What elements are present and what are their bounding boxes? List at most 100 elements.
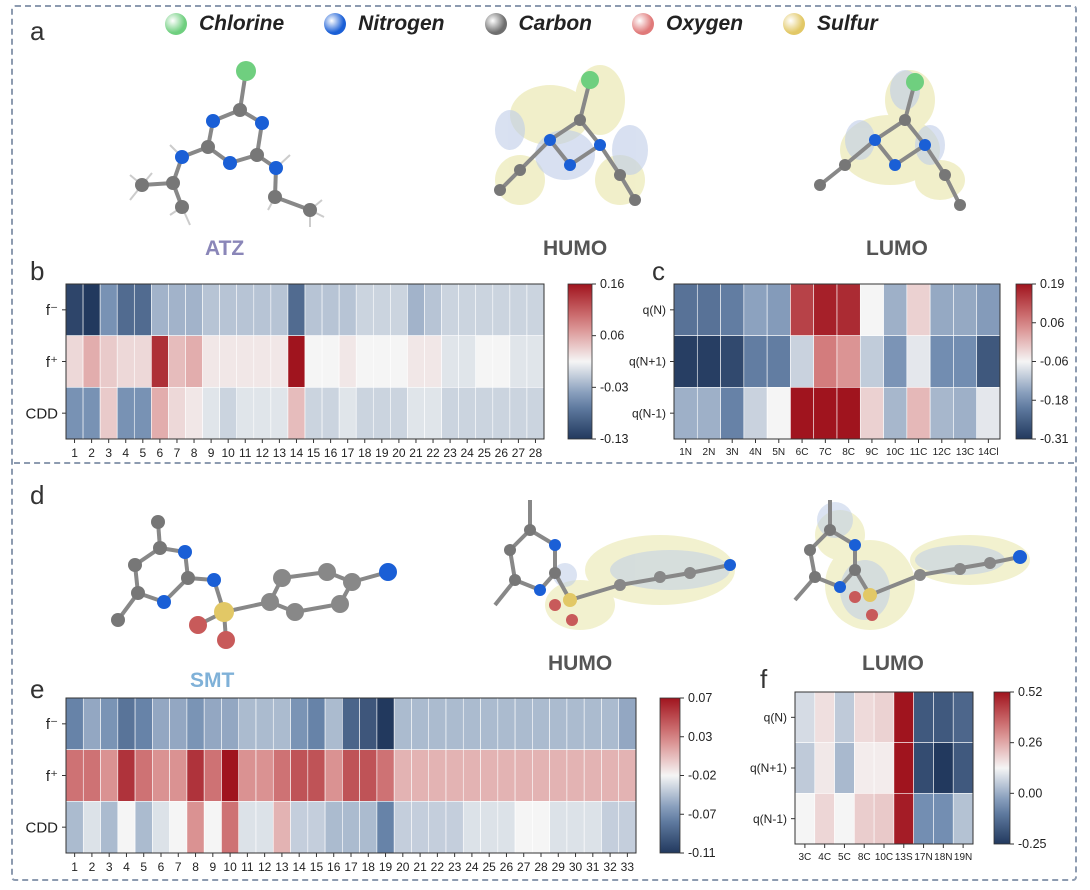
- heatmap-cell: [766, 387, 791, 440]
- heatmap-cell: [929, 335, 954, 388]
- colorbar-tick-label: 0.00: [1018, 786, 1042, 800]
- legend-label: Chlorine: [199, 12, 285, 35]
- heatmap-cell: [720, 335, 745, 388]
- column-label: 4: [123, 860, 130, 874]
- column-label: 25: [483, 860, 497, 874]
- column-label: 8: [191, 446, 198, 460]
- carbon-swatch-icon: [484, 13, 507, 35]
- column-label: 32: [603, 860, 617, 874]
- column-label: 26: [495, 446, 509, 460]
- legend-label: Carbon: [518, 12, 593, 35]
- heatmap-cell: [743, 387, 768, 440]
- row-label: f⁻: [46, 302, 58, 319]
- column-label: 5N: [772, 447, 785, 458]
- heatmap-cell: [913, 691, 934, 743]
- heatmap-cell: [859, 335, 884, 388]
- heatmap-cell: [859, 387, 884, 440]
- colorbar-tick-label: -0.31: [1040, 432, 1069, 446]
- heatmap-cell: [696, 387, 721, 440]
- atz-humo-label: HUMO: [543, 237, 608, 260]
- column-label: 22: [431, 860, 445, 874]
- column-label: 9: [208, 446, 215, 460]
- heatmap-cell: [743, 283, 768, 336]
- column-label: 29: [552, 860, 566, 874]
- column-label: 21: [409, 446, 423, 460]
- row-label: q(N): [764, 711, 787, 725]
- column-label: 13: [273, 446, 287, 460]
- heatmap-cell: [834, 793, 855, 845]
- smt-humo-label: HUMO: [548, 652, 613, 675]
- column-label: 11C: [910, 447, 928, 458]
- row-label: f⁺: [46, 768, 58, 785]
- heatmap-cell: [854, 691, 875, 743]
- sulfur-swatch-icon: [783, 13, 806, 35]
- heatmap-cell: [836, 387, 861, 440]
- heatmap-cell: [913, 793, 934, 845]
- legend-label: Oxygen: [666, 12, 744, 35]
- heatmap-cell: [673, 283, 698, 336]
- heatmap-cell: [883, 387, 908, 440]
- heatmap-cell: [929, 283, 954, 336]
- legend-item-sulfur: Sulfur: [783, 12, 878, 36]
- element-legend: Chlorine Nitrogen Carbon Oxygen Sulfur: [165, 12, 918, 36]
- column-label: 8C: [858, 852, 871, 863]
- heatmap-cell: [696, 335, 721, 388]
- column-label: 12: [258, 860, 272, 874]
- column-label: 7: [175, 860, 182, 874]
- heatmap-cell: [906, 283, 931, 336]
- smt-structure: [111, 515, 397, 649]
- row-label: CDD: [26, 819, 59, 836]
- row-label: q(N+1): [750, 761, 787, 775]
- chlorine-swatch-icon: [165, 13, 187, 35]
- column-label: 16: [327, 860, 341, 874]
- colorbar-tick-label: -0.13: [600, 432, 629, 446]
- heatmap-cell: [766, 335, 791, 388]
- heatmap-cell: [834, 691, 855, 743]
- panel-letter-d: d: [30, 480, 45, 510]
- heatmap-cell: [794, 742, 816, 794]
- panel-letter-f: f: [760, 664, 768, 694]
- atz-lumo-orbital: [814, 70, 966, 211]
- column-label: 17: [344, 860, 358, 874]
- oxygen-swatch-icon: [632, 13, 654, 35]
- column-label: 33: [621, 860, 635, 874]
- column-label: 2N: [703, 447, 716, 458]
- heatmap-cell: [673, 335, 698, 388]
- column-label: 17N: [914, 852, 932, 863]
- panel-letter-c: c: [652, 256, 665, 286]
- heatmap-cell: [854, 793, 875, 845]
- smt-lumo-label: LUMO: [862, 652, 924, 675]
- column-label: 23: [448, 860, 462, 874]
- column-label: 10C: [886, 447, 904, 458]
- column-label: 13C: [956, 447, 974, 458]
- colorbar-tick-label: -0.06: [1040, 355, 1069, 369]
- column-label: 4C: [818, 852, 831, 863]
- legend-item-chlorine: Chlorine: [165, 12, 284, 36]
- heatmap-cell: [952, 691, 974, 743]
- row-label: q(N): [643, 303, 666, 317]
- column-label: 19: [379, 860, 393, 874]
- heatmap-cell: [794, 793, 816, 845]
- row-label: q(N+1): [629, 355, 666, 369]
- column-label: 1: [71, 446, 78, 460]
- heatmap-cell: [952, 742, 974, 794]
- heatmap-cell: [720, 283, 745, 336]
- column-label: 9: [209, 860, 216, 874]
- panel-letter-e: e: [30, 674, 45, 704]
- heatmap-cell: [673, 387, 698, 440]
- row-label: q(N-1): [632, 406, 666, 420]
- heatmap-cell: [906, 387, 931, 440]
- column-label: 28: [534, 860, 548, 874]
- column-label: 11: [241, 860, 254, 874]
- legend-label: Nitrogen: [358, 12, 445, 35]
- column-label: 6: [158, 860, 165, 874]
- heatmap-cell: [814, 691, 835, 743]
- column-label: 24: [465, 860, 479, 874]
- column-label: 3N: [726, 447, 739, 458]
- heatmap-cell: [953, 387, 978, 440]
- column-label: 13: [275, 860, 289, 874]
- row-label: f⁻: [46, 716, 58, 733]
- heatmap-cell: [893, 691, 914, 743]
